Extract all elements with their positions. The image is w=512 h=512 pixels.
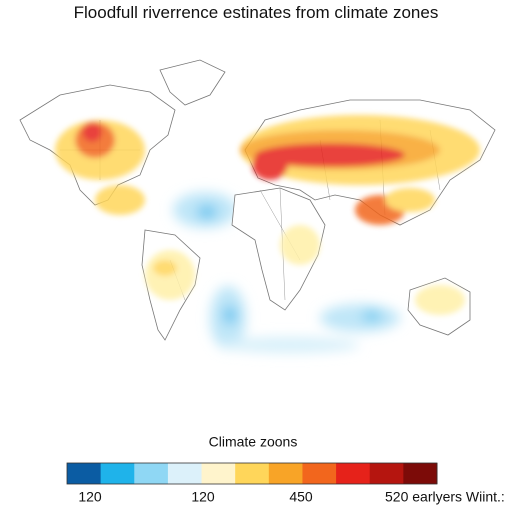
colorbar-segment	[403, 463, 438, 484]
legend-tick-label: 520 earlyers Wiint.:	[385, 489, 505, 505]
map-title: Floodfull riverrence estinates from clim…	[74, 3, 439, 22]
colorbar-segment	[167, 463, 203, 484]
world-map	[19, 59, 496, 353]
colorbar-segment	[134, 463, 169, 484]
colorbar-segment	[100, 463, 135, 484]
legend-tick-label: 450	[289, 489, 313, 505]
legend-title: Climate zoons	[209, 434, 298, 450]
colorbar-segment	[201, 463, 236, 484]
colorbar-segment	[67, 463, 102, 484]
colorbar-frame	[66, 462, 438, 485]
legend-tick-label: 120	[191, 489, 215, 505]
colorbar-segment	[302, 463, 337, 484]
heat-zones	[55, 115, 480, 315]
colorbar-segment	[336, 463, 371, 484]
greenland	[159, 59, 226, 106]
africa	[231, 187, 326, 311]
ocean-zones	[173, 192, 400, 353]
colorbar-segment	[369, 463, 404, 484]
legend-tick-label: 120	[78, 489, 102, 505]
colorbar	[67, 463, 438, 484]
colorbar-segment	[235, 463, 270, 484]
colorbar-segment	[268, 463, 303, 484]
